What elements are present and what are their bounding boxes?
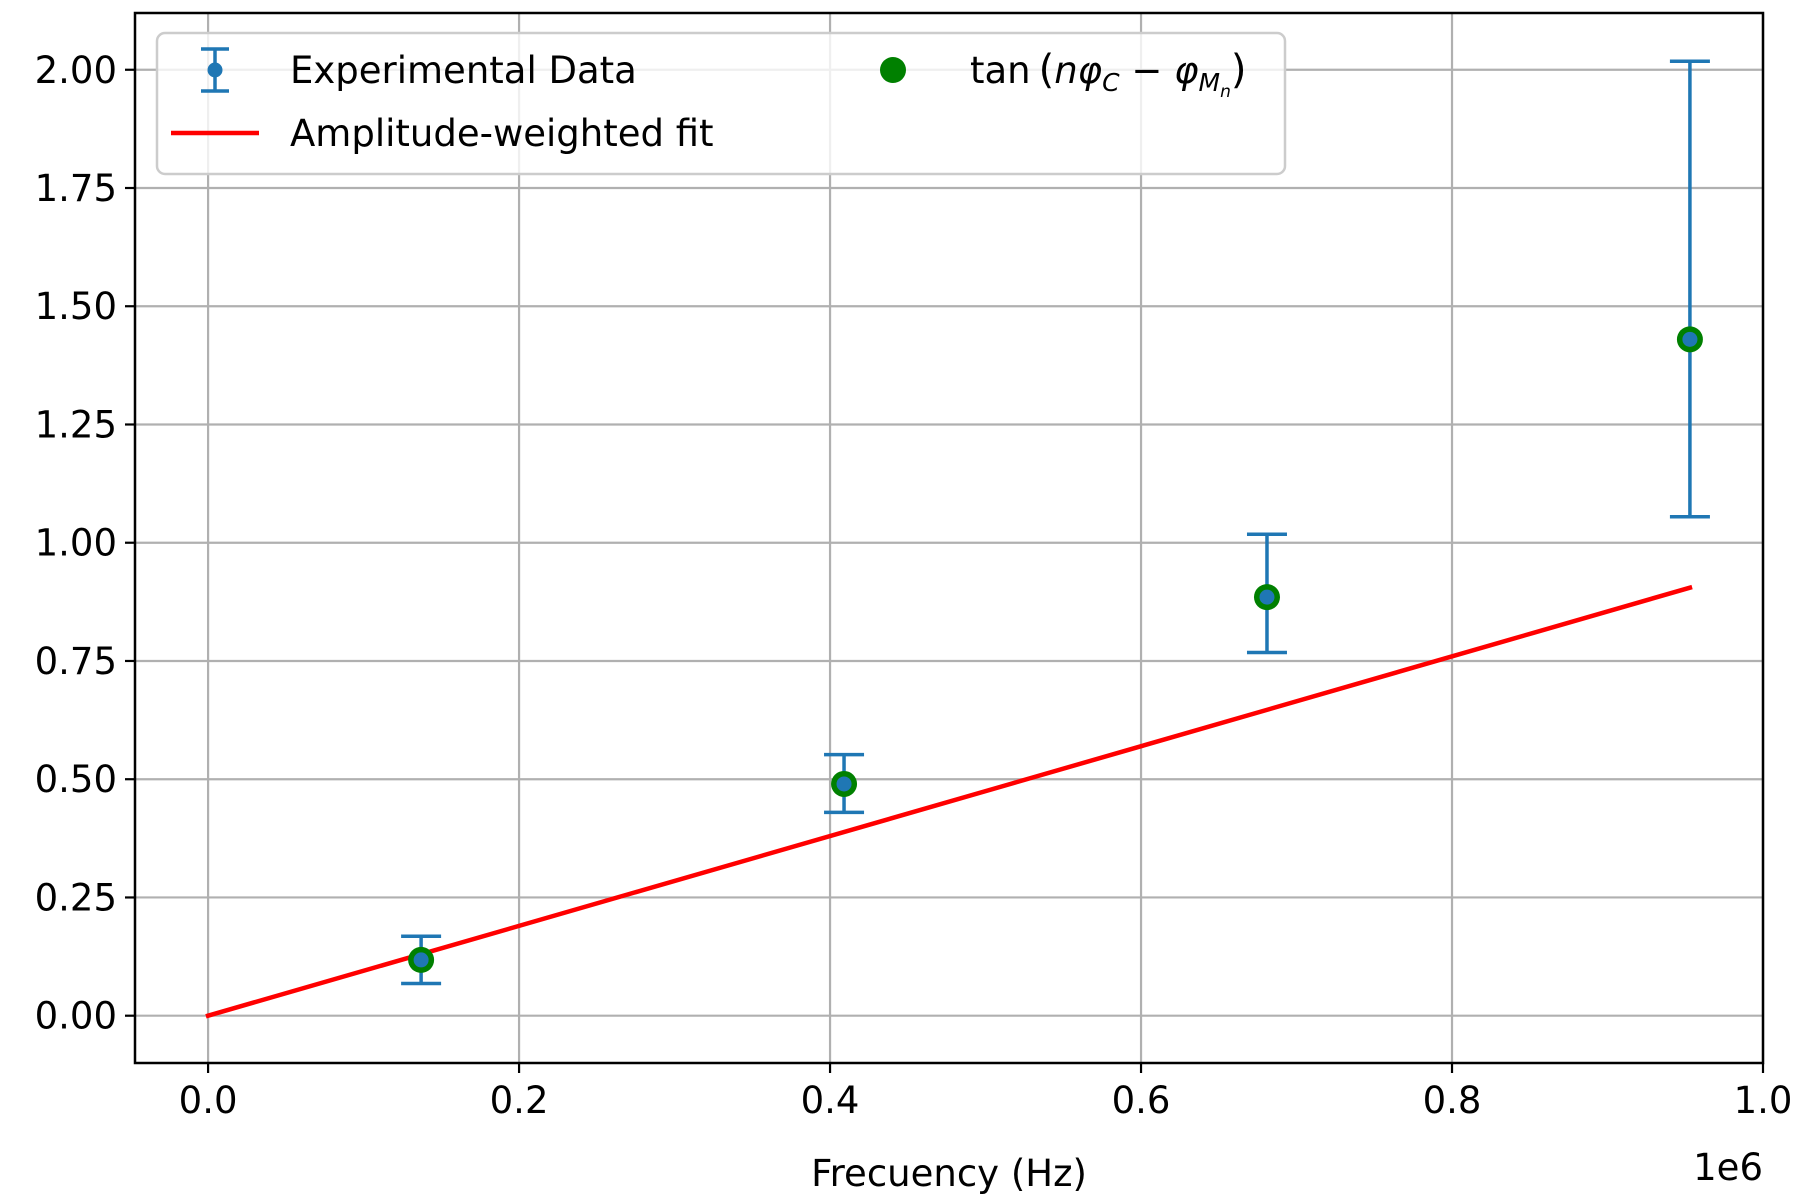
y-tick-label: 0.50: [35, 758, 117, 801]
ticks: 0.0 0.2 0.4 0.6 0.8 1.0 0.00 0.25 0.50 0.75 1.00 1.…: [35, 49, 1793, 1122]
y-tick-label: 0.75: [35, 640, 117, 683]
y-tick-label: 0.25: [35, 876, 117, 919]
x-tick-label: 0.8: [1423, 1079, 1482, 1122]
legend-box: [155, 31, 1287, 176]
legend-label-experimental-data: Experimental Data: [290, 49, 637, 92]
y-tick-label: 1.00: [35, 522, 117, 565]
experimental-point: [1682, 331, 1698, 347]
y-tick-label: 2.00: [35, 49, 117, 92]
x-axis-label: Frecuency (Hz): [811, 1152, 1087, 1195]
experimental-point: [836, 776, 852, 792]
x-tick-label: 0.0: [179, 1079, 238, 1122]
axes-frame: [133, 11, 1765, 1065]
y-tick-label: 1.25: [35, 403, 117, 446]
legend-label-tan-func: tan: [970, 49, 1031, 92]
legend-entry-experimental-data: Experimental Data: [201, 47, 637, 93]
y-tick-label: 0.00: [35, 995, 117, 1038]
y-tick-label: 1.75: [35, 167, 117, 210]
fit-line: [205, 584, 1693, 1019]
x-offset-label: 1e6: [1693, 1146, 1763, 1189]
legend-label-fit: Amplitude-weighted fit: [290, 112, 714, 155]
experimental-point: [413, 952, 429, 968]
x-tick-label: 1.0: [1734, 1079, 1793, 1122]
x-tick-label: 0.4: [801, 1079, 860, 1122]
experimental-point: [1259, 589, 1275, 605]
legend-label-tan: tan (nφC − φMn): [970, 47, 1246, 102]
legend-entry-fit: Amplitude-weighted fit: [171, 112, 714, 155]
y-tick-label: 1.50: [35, 285, 117, 328]
legend: Experimental Data Amplitude-weighted fit…: [155, 31, 1287, 176]
x-tick-label: 0.2: [490, 1079, 549, 1122]
legend-marker-tan: [880, 57, 906, 83]
series-layer: [205, 59, 1710, 1019]
legend-entry-tan: tan (nφC − φMn): [880, 47, 1246, 102]
legend-marker-experimental: [207, 62, 223, 78]
x-tick-label: 0.6: [1112, 1079, 1171, 1122]
